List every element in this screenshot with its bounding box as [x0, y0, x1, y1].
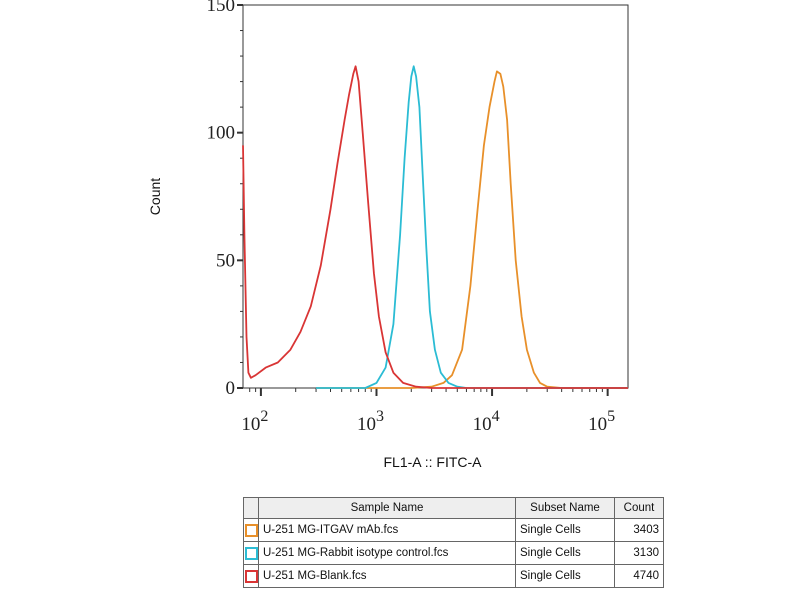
legend-sample-name: U-251 MG-Blank.fcs	[258, 564, 516, 588]
y-tick-label: 0	[226, 378, 236, 399]
legend-subset-name: Single Cells	[515, 518, 615, 542]
y-tick-label: 100	[207, 123, 236, 144]
legend-count: 3130	[614, 541, 664, 565]
legend-sample-name: U-251 MG-ITGAV mAb.fcs	[258, 518, 516, 542]
legend-row: U-251 MG-Blank.fcs Single Cells 4740	[243, 564, 664, 588]
legend-count: 3403	[614, 518, 664, 542]
y-axis: 0 50 100 150	[207, 0, 243, 399]
legend-swatch	[244, 523, 258, 537]
x-tick-label: 105	[588, 408, 615, 435]
series-group	[242, 65, 628, 389]
legend-sample-name: U-251 MG-Rabbit isotype control.fcs	[258, 541, 516, 565]
y-tick-label: 150	[207, 0, 236, 16]
legend-header-count: Count	[614, 497, 664, 519]
legend-swatch	[244, 569, 258, 583]
legend-row: U-251 MG-ITGAV mAb.fcs Single Cells 3403	[243, 518, 664, 542]
x-tick-label: 103	[357, 408, 384, 435]
x-tick-label: 102	[241, 408, 268, 435]
legend-header-sample-name: Sample Name	[258, 497, 516, 519]
legend-row: U-251 MG-Rabbit isotype control.fcs Singl…	[243, 541, 664, 565]
x-axis: 102 103 104 105	[241, 388, 615, 435]
y-tick-label: 50	[216, 250, 235, 271]
series-line-0	[316, 70, 628, 389]
series-line-1	[316, 65, 628, 389]
x-axis-label: FL1-A :: FITC-A	[383, 454, 482, 470]
legend-header-subset-name: Subset Name	[515, 497, 615, 519]
legend-swatch-cell	[243, 564, 259, 588]
x-tick-label: 104	[473, 408, 500, 435]
legend-swatch-cell	[243, 518, 259, 542]
y-axis-label: Count	[147, 178, 163, 215]
legend-subset-name: Single Cells	[515, 541, 615, 565]
legend-body: U-251 MG-ITGAV mAb.fcs Single Cells 3403 U-…	[243, 518, 664, 588]
legend-subset-name: Single Cells	[515, 564, 615, 588]
legend-swatch	[244, 546, 258, 560]
legend-header-swatch	[243, 497, 259, 519]
histogram-chart: 0 50 100 150 102 103 104 105 Count FL1-A :: FI…	[147, 0, 629, 470]
legend-header-row: Sample Name Subset Name Count	[243, 497, 664, 519]
legend-count: 4740	[614, 564, 664, 588]
series-line-2	[242, 65, 628, 389]
legend-table: Sample Name Subset Name Count U-251 MG-I…	[243, 497, 664, 588]
legend-swatch-cell	[243, 541, 259, 565]
